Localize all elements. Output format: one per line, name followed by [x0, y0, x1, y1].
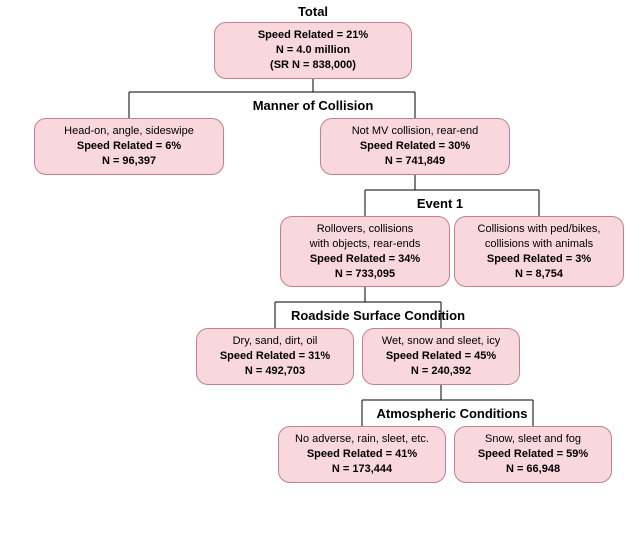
- label-total: Total: [260, 4, 366, 19]
- node-manner-right-l1: Speed Related = 30%: [360, 140, 470, 152]
- node-event1-right-l1: Speed Related = 3%: [487, 253, 591, 265]
- node-manner-right-l2: N = 741,849: [385, 155, 445, 167]
- node-atmos-left: No adverse, rain, sleet, etc. Speed Rela…: [278, 426, 446, 483]
- node-manner-left-l2: N = 96,397: [102, 155, 156, 167]
- node-manner-right: Not MV collision, rear-end Speed Related…: [320, 118, 510, 175]
- node-atmos-left-l2: N = 173,444: [332, 463, 392, 475]
- label-roadside: Roadside Surface Condition: [268, 308, 488, 323]
- node-total-l2: N = 4.0 million: [276, 44, 350, 56]
- node-road-right: Wet, snow and sleet, icy Speed Related =…: [362, 328, 520, 385]
- node-event1-left-l2: N = 733,095: [335, 268, 395, 280]
- node-atmos-right-sub: Snow, sleet and fog: [461, 432, 605, 447]
- node-road-right-sub: Wet, snow and sleet, icy: [369, 334, 513, 349]
- node-atmos-left-l1: Speed Related = 41%: [307, 448, 417, 460]
- node-total: Speed Related = 21% N = 4.0 million (SR …: [214, 22, 412, 79]
- node-atmos-right: Snow, sleet and fog Speed Related = 59% …: [454, 426, 612, 483]
- node-event1-right-sub1: Collisions with ped/bikes,: [461, 222, 617, 237]
- node-manner-right-sub: Not MV collision, rear-end: [327, 124, 503, 139]
- node-event1-right-sub2: collisions with animals: [461, 237, 617, 252]
- node-event1-right-l2: N = 8,754: [515, 268, 563, 280]
- node-road-right-l2: N = 240,392: [411, 365, 471, 377]
- node-total-l1: Speed Related = 21%: [258, 29, 368, 41]
- node-manner-left: Head-on, angle, sideswipe Speed Related …: [34, 118, 224, 175]
- node-atmos-right-l1: Speed Related = 59%: [478, 448, 588, 460]
- node-event1-left-l1: Speed Related = 34%: [310, 253, 420, 265]
- node-road-left-l2: N = 492,703: [245, 365, 305, 377]
- node-atmos-left-sub: No adverse, rain, sleet, etc.: [285, 432, 439, 447]
- node-event1-left-sub2: with objects, rear-ends: [287, 237, 443, 252]
- node-road-left: Dry, sand, dirt, oil Speed Related = 31%…: [196, 328, 354, 385]
- node-manner-left-l1: Speed Related = 6%: [77, 140, 181, 152]
- node-event1-left-sub1: Rollovers, collisions: [287, 222, 443, 237]
- node-event1-right: Collisions with ped/bikes, collisions wi…: [454, 216, 624, 287]
- label-manner: Manner of Collision: [228, 98, 398, 113]
- node-event1-left: Rollovers, collisions with objects, rear…: [280, 216, 450, 287]
- node-manner-left-sub: Head-on, angle, sideswipe: [41, 124, 217, 139]
- label-event1: Event 1: [400, 196, 480, 211]
- node-total-l3: (SR N = 838,000): [270, 59, 356, 71]
- node-road-left-l1: Speed Related = 31%: [220, 350, 330, 362]
- node-road-left-sub: Dry, sand, dirt, oil: [203, 334, 347, 349]
- node-road-right-l1: Speed Related = 45%: [386, 350, 496, 362]
- label-atmos: Atmospheric Conditions: [352, 406, 552, 421]
- node-atmos-right-l2: N = 66,948: [506, 463, 560, 475]
